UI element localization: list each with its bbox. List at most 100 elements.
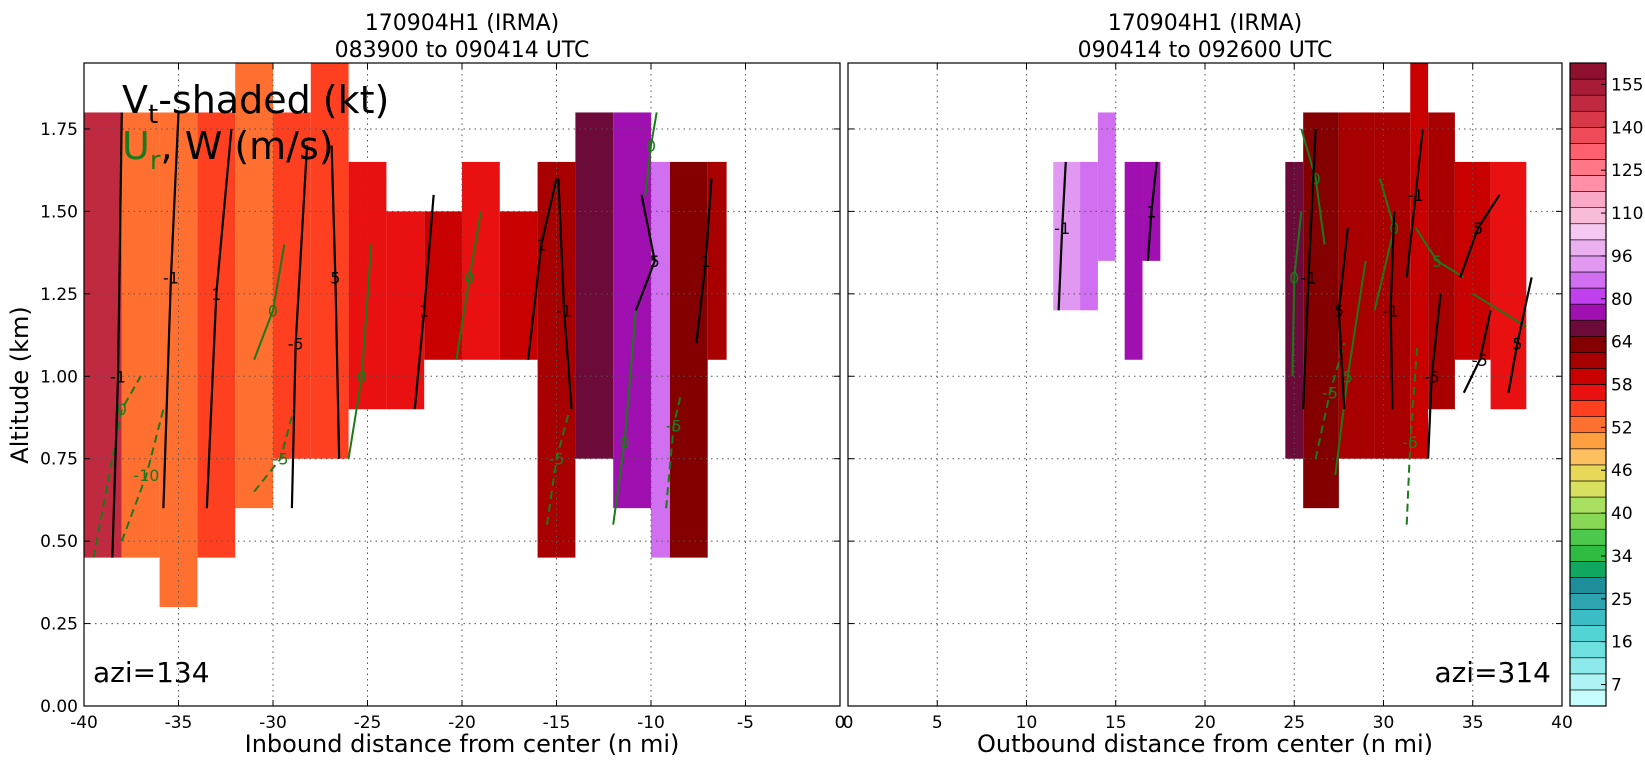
black-contour-label: 5 [1334, 301, 1344, 320]
x-tick-label: 30 [1373, 713, 1395, 733]
x-tick-label: -5 [737, 713, 754, 733]
colorbar-swatch [1569, 319, 1607, 337]
legend-ur-line: Ur, W (m/s) [122, 124, 334, 176]
left-azimuth-label: azi=134 [93, 656, 210, 689]
colorbar-swatch [1569, 641, 1607, 659]
colorbar-label: 52 [1611, 418, 1633, 438]
colorbar-swatch [1569, 78, 1607, 96]
colorbar-swatch [1569, 175, 1607, 192]
x-tick-label: -30 [259, 713, 287, 733]
green-contour [1334, 260, 1367, 476]
colorbar-swatch [1569, 528, 1607, 546]
black-contour [1427, 293, 1442, 459]
green-contour-label: 0 [117, 400, 127, 419]
colorbar-label: 7 [1611, 676, 1622, 696]
colorbar-swatch [1569, 561, 1607, 578]
black-contour [557, 178, 573, 410]
black-contour [1507, 277, 1533, 393]
shaded-cell [1490, 161, 1527, 410]
colorbar-swatch [1569, 62, 1607, 80]
black-contour [111, 112, 123, 558]
x-tick-label: 35 [1462, 713, 1484, 733]
green-contour [455, 211, 482, 360]
left-shaded-field [84, 63, 727, 608]
legend-vt-subscript: t [148, 100, 158, 130]
black-contour-label: -1 [110, 367, 126, 386]
green-contour [253, 244, 286, 361]
x-tick-label: -15 [543, 713, 571, 733]
x-tick-label: -25 [354, 713, 382, 733]
colorbar-swatch [1569, 464, 1607, 482]
green-contour-label: -5 [273, 450, 289, 469]
black-contour-label: -1 [163, 268, 179, 287]
black-contour [1462, 310, 1492, 394]
shaded-cell [1410, 63, 1429, 459]
colorbar-swatch [1569, 593, 1607, 610]
green-contour-label: -10 [133, 466, 159, 485]
left-panel: 170904H1 (IRMA) 083900 to 090414 UTC 0 -1… [6, 11, 845, 758]
colorbar-swatch [1569, 191, 1607, 208]
shaded-cell [235, 63, 273, 509]
black-contour-label: 1 [419, 301, 429, 320]
green-contour [120, 408, 165, 542]
colorbar-swatch [1569, 239, 1607, 257]
y-tick-label: 0.00 [40, 697, 78, 717]
y-tick-label: 0.25 [40, 615, 78, 635]
black-contour-label: 5 [1473, 219, 1483, 238]
right-panel: 170904H1 (IRMA) 090414 to 092600 UTC 00-… [843, 11, 1573, 758]
colorbar-swatch [1569, 287, 1607, 305]
colorbar-swatch [1569, 271, 1607, 289]
colorbar-swatch [1569, 577, 1607, 594]
colorbar-label: 58 [1611, 376, 1633, 396]
x-tick-label: 20 [1194, 713, 1216, 733]
black-contour-label: 1 [701, 252, 711, 271]
black-contour [1405, 128, 1424, 278]
x-tick-label: -40 [70, 713, 98, 733]
y-tick-label: 1.50 [40, 202, 78, 222]
green-contour [347, 244, 373, 459]
black-contour [413, 194, 435, 410]
black-contour [1146, 161, 1158, 261]
black-contour-label: 1 [536, 235, 546, 254]
colorbar-swatch [1569, 335, 1607, 353]
y-tick-label: 1.00 [40, 367, 78, 387]
green-contour [1405, 343, 1419, 525]
black-contour-label: 1 [211, 285, 221, 304]
black-contour [1337, 227, 1349, 410]
black-contour-label: 5 [650, 252, 660, 271]
green-contour [546, 408, 571, 525]
colorbar-label: 46 [1611, 461, 1633, 481]
green-contour-label: 0 [268, 301, 278, 320]
green-contour-label: 0 [357, 367, 367, 386]
shaded-cell [537, 161, 576, 558]
green-contour-label: -5 [1322, 384, 1338, 403]
left-x-axis-label: Inbound distance from center (n mi) [245, 730, 680, 758]
colorbar-label: 80 [1611, 290, 1633, 310]
left-subtitle: 083900 to 090414 UTC [335, 38, 590, 63]
colorbar-label: 155 [1611, 75, 1643, 95]
shaded-cell [1454, 161, 1491, 360]
shaded-cell [669, 161, 708, 558]
x-tick-label: 40 [1551, 713, 1573, 733]
shaded-cell [651, 161, 670, 558]
green-contour [1300, 128, 1326, 245]
black-contour [290, 145, 309, 509]
green-contour-label: 5 [1432, 252, 1442, 271]
green-contour [92, 375, 142, 558]
x-tick-label: 5 [932, 713, 943, 733]
x-tick-label: 0 [843, 713, 854, 733]
colorbar-swatch [1569, 689, 1607, 707]
y-tick-label: 0.50 [40, 532, 78, 552]
right-x-ticks: 0 5 10 15 20 25 30 35 40 [843, 63, 1573, 733]
shaded-cell [197, 112, 236, 558]
green-contour-label: 5 [1343, 367, 1353, 386]
y-tick-label: 0.75 [40, 450, 78, 470]
colorbar-swatch [1569, 143, 1607, 160]
shaded-cell [613, 112, 651, 509]
green-contour [612, 310, 637, 525]
shaded-cell [499, 211, 538, 360]
colorbar-swatch [1569, 352, 1607, 369]
colorbar-swatch [1569, 657, 1607, 675]
left-y-ticks: 0.00 0.25 0.50 0.75 1.00 1.25 1.50 1.75 [40, 120, 840, 717]
